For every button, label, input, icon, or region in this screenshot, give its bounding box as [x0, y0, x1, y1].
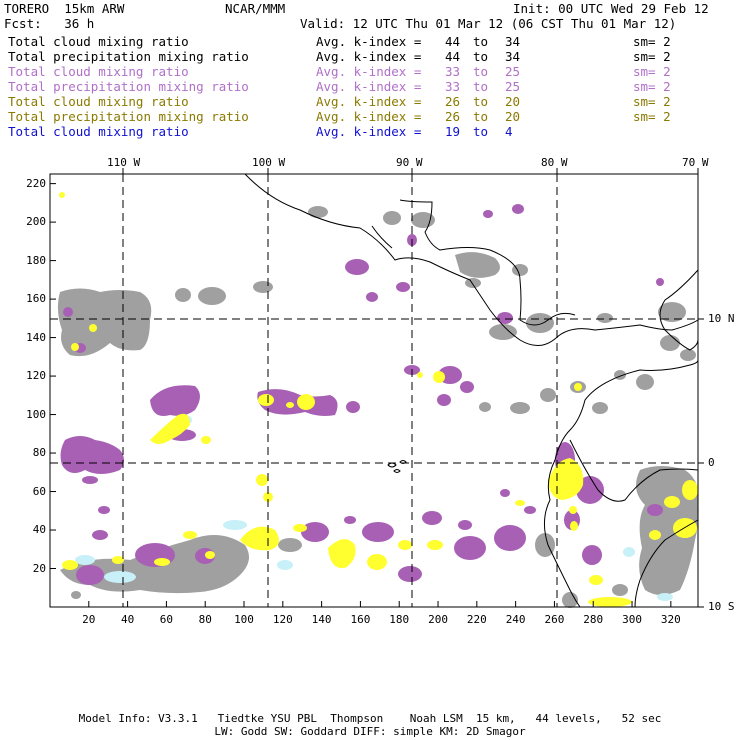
y-tick-label: 140 — [26, 330, 46, 344]
lon-label: 110 W — [107, 156, 141, 169]
legend-index: Avg. k-index = — [316, 124, 422, 139]
x-tick-label: 160 — [350, 613, 371, 626]
lat-label: 10 N — [708, 312, 735, 325]
legend-field: Total precipitation mixing ratio — [8, 49, 249, 64]
y-tick-label: 40 — [32, 523, 46, 537]
legend-to-word: to — [473, 109, 489, 124]
legend-field: Total precipitation mixing ratio — [8, 79, 249, 94]
legend-from: 33 — [445, 79, 461, 94]
plot-frame — [49, 173, 699, 608]
longitude-ticks — [122, 168, 704, 608]
legend-to: 25 — [505, 79, 521, 94]
x-tick-label: 80 — [198, 613, 212, 626]
x-tick-label: 120 — [272, 613, 293, 626]
legend-index: Avg. k-index = — [316, 34, 422, 49]
legend-sm: sm= 2 — [633, 49, 671, 64]
legend-to-word: to — [473, 94, 489, 109]
legend-to: 34 — [505, 34, 521, 49]
forecast-hour: Fcst: 36 h — [4, 16, 95, 31]
x-tick-label: 40 — [120, 613, 135, 626]
x-tick-label: 280 — [583, 613, 604, 626]
legend-to: 25 — [505, 64, 521, 79]
legend-field: Total cloud mixing ratio — [8, 64, 189, 79]
legend-index: Avg. k-index = — [316, 109, 422, 124]
y-tick-label: 160 — [26, 292, 46, 306]
x-tick-label: 240 — [505, 613, 526, 626]
legend-field: Total cloud mixing ratio — [8, 34, 189, 49]
x-axis-ticks — [88, 601, 672, 607]
x-tick-label: 320 — [660, 613, 681, 626]
legend-to-word: to — [473, 64, 489, 79]
legend-from: 44 — [445, 49, 461, 64]
init-time: Init: 00 UTC Wed 29 Feb 12 — [513, 1, 709, 16]
lon-label: 80 W — [541, 156, 568, 169]
legend-from: 26 — [445, 109, 461, 124]
y-axis-ticks — [50, 183, 56, 570]
legend-to-word: to — [473, 79, 489, 94]
yellow-field — [59, 192, 698, 607]
graticule — [50, 174, 698, 607]
legend-to: 20 — [505, 109, 521, 124]
x-tick-label: 140 — [311, 613, 332, 626]
lat-label: 0 — [708, 456, 715, 469]
legend-index: Avg. k-index = — [316, 49, 422, 64]
legend-to-word: to — [473, 34, 489, 49]
legend-to-word: to — [473, 49, 489, 64]
y-tick-label: 220 — [26, 176, 46, 190]
x-tick-label: 220 — [466, 613, 487, 626]
model-info-line: Model Info: V3.3.1 Tiedtke YSU PBL Thomp… — [78, 712, 662, 725]
x-tick-label: 200 — [428, 613, 448, 626]
y-tick-label: 100 — [26, 407, 46, 421]
legend-field: Total cloud mixing ratio — [8, 94, 189, 109]
legend-sm: sm= 2 — [633, 64, 671, 79]
legend-field: Total cloud mixing ratio — [8, 124, 189, 139]
y-tick-label: 80 — [32, 446, 46, 460]
legend-index: Avg. k-index = — [316, 79, 422, 94]
legend-to: 34 — [505, 49, 521, 64]
lon-label: 100 W — [252, 156, 286, 169]
lon-label: 70 W — [682, 156, 709, 169]
legend-to-word: to — [473, 124, 489, 139]
x-tick-label: 300 — [622, 613, 642, 626]
x-tick-label: 20 — [82, 613, 96, 626]
x-tick-label: 180 — [389, 613, 410, 626]
legend-from: 44 — [445, 34, 461, 49]
legend-sm: sm= 2 — [633, 34, 671, 49]
legend-index: Avg. k-index = — [316, 64, 422, 79]
valid-time: Valid: 12 UTC Thu 01 Mar 12 (06 CST Thu … — [300, 16, 677, 31]
organization-label: NCAR/MMM — [225, 1, 286, 16]
model-title: TORERO 15km ARW — [4, 1, 125, 16]
lat-label: 10 S — [708, 600, 735, 613]
legend-sm: sm= 2 — [633, 94, 671, 109]
y-tick-label: 180 — [26, 253, 46, 267]
legend-to: 20 — [505, 94, 521, 109]
legend-sm: sm= 2 — [633, 79, 671, 94]
legend-from: 33 — [445, 64, 461, 79]
x-tick-label: 100 — [234, 613, 254, 626]
legend-field: Total precipitation mixing ratio — [8, 109, 249, 124]
legend-index: Avg. k-index = — [316, 94, 422, 109]
legend-from: 26 — [445, 94, 461, 109]
x-tick-label: 60 — [159, 613, 174, 626]
y-tick-label: 60 — [32, 484, 46, 498]
x-tick-label: 260 — [544, 613, 565, 626]
legend-sm: sm= 2 — [633, 109, 671, 124]
legend-to: 4 — [505, 124, 513, 139]
lon-label: 90 W — [396, 156, 423, 169]
y-tick-label: 200 — [26, 215, 46, 229]
physics-info-line: LW: Godd SW: Goddard DIFF: simple KM: 2D… — [214, 725, 526, 738]
y-tick-label: 120 — [26, 369, 46, 383]
y-tick-label: 20 — [32, 561, 46, 575]
legend-from: 19 — [445, 124, 461, 139]
coastlines — [244, 173, 699, 608]
